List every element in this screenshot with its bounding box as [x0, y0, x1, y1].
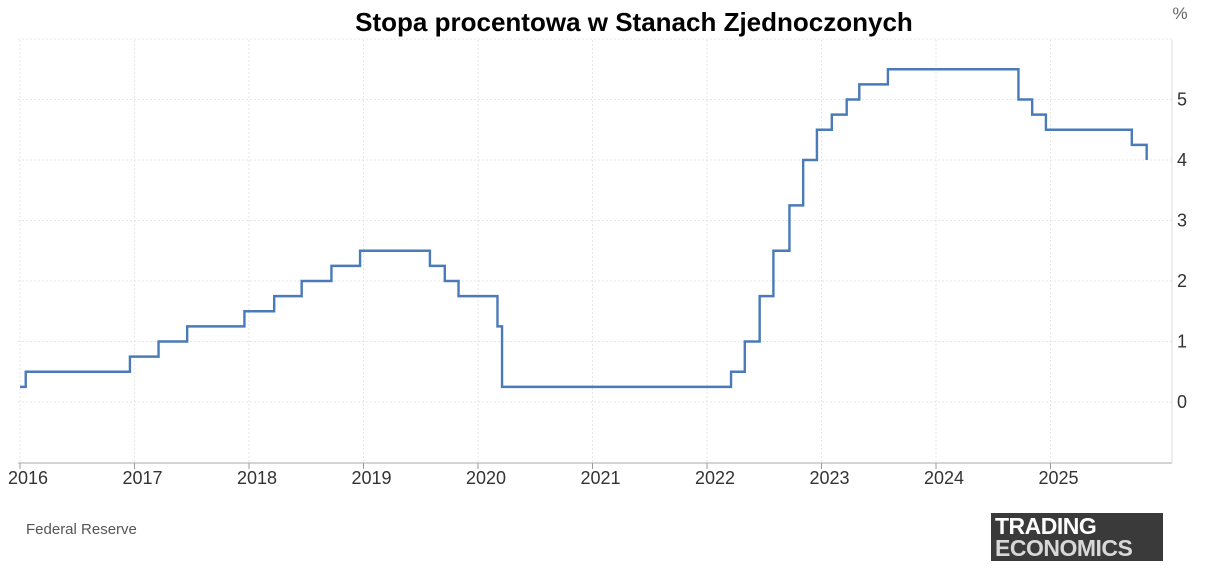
y-tick-label: 3 — [1177, 211, 1187, 231]
tick-labels: 0 1 2 3 4 5 2016 2017 2018 2019 2020 2021 2022 2023 20… — [8, 90, 1187, 489]
x-tick-label: 2023 — [809, 468, 849, 488]
x-tick-label: 2019 — [351, 468, 391, 488]
y-axis-unit: % — [1172, 4, 1187, 23]
x-tick-label: 2017 — [122, 468, 162, 488]
x-tick-label: 2018 — [237, 468, 277, 488]
logo-line-2: ECONOMICS — [995, 535, 1133, 561]
axes — [18, 40, 1173, 469]
chart-title: Stopa procentowa w Stanach Zjednoczonych — [355, 7, 913, 37]
x-tick-label: 2021 — [580, 468, 620, 488]
x-tick-label: 2020 — [466, 468, 506, 488]
y-tick-label: 0 — [1177, 392, 1187, 412]
grid — [18, 38, 1172, 463]
y-tick-label: 1 — [1177, 332, 1187, 352]
series-line — [20, 68, 1148, 389]
x-tick-label: 2016 — [8, 468, 48, 488]
logo-line-1: TRADING — [995, 513, 1097, 539]
y-tick-label: 2 — [1177, 271, 1187, 291]
series-layer — [20, 68, 1148, 389]
x-tick-label: 2025 — [1038, 468, 1078, 488]
source-label: Federal Reserve — [26, 521, 137, 538]
y-tick-label: 4 — [1177, 150, 1187, 170]
y-tick-label: 5 — [1177, 90, 1187, 110]
trading-economics-logo[interactable]: TRADING ECONOMICS — [991, 513, 1163, 561]
x-tick-label: 2022 — [695, 468, 735, 488]
x-tick-label: 2024 — [924, 468, 964, 488]
